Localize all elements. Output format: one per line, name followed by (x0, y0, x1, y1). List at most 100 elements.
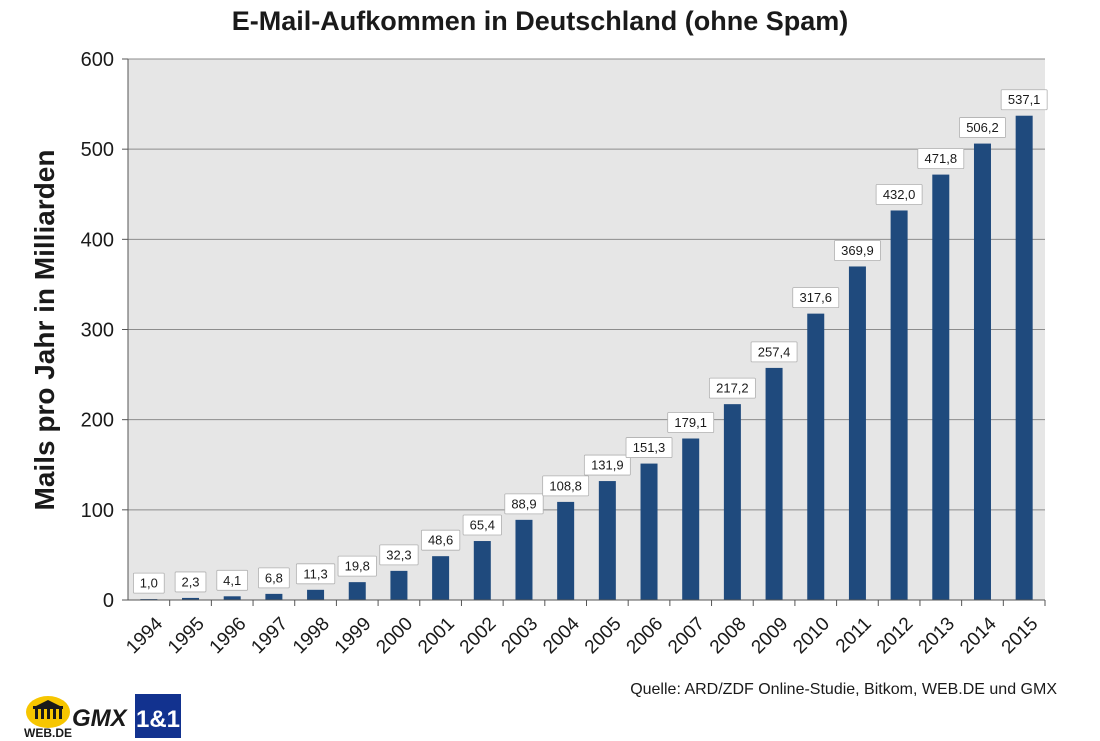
data-label-box (875, 184, 923, 205)
x-tick-label: 1994 (122, 613, 167, 658)
data-label: 131,9 (591, 458, 624, 473)
bar (640, 463, 658, 600)
bar (890, 210, 908, 601)
x-tick-label: 1999 (331, 613, 376, 658)
y-tick-label: 100 (81, 500, 114, 522)
x-tick-label: 2003 (498, 613, 543, 658)
x-tick-label: 2000 (372, 613, 417, 658)
bar (307, 589, 325, 600)
bar (348, 582, 366, 600)
data-label: 4,1 (223, 573, 241, 588)
webde-gate-icon (33, 706, 63, 709)
y-axis-ticks: 0 100 200 300 400 500 600 (81, 49, 128, 612)
data-labels: 1,0 2,3 4,1 6,8 11,3 19,8 32,3 48,6 65,4 88,9 108,… (133, 89, 1048, 594)
bar (432, 556, 450, 600)
x-tick-label: 2006 (623, 613, 668, 658)
x-tick-label: 2013 (914, 613, 959, 658)
data-label: 6,8 (265, 570, 283, 585)
x-tick-label: 2008 (706, 613, 751, 658)
oneandone-logo: 1&1 (135, 694, 181, 738)
data-label-box (1000, 89, 1048, 111)
bar (473, 541, 491, 600)
data-label-box (750, 341, 798, 363)
data-label: 32,3 (386, 547, 411, 562)
webde-logo: WEB.DE (24, 696, 72, 740)
data-label: 317,6 (799, 290, 832, 305)
x-axis-ticks: 1994199519961997199819992000200120022003… (122, 600, 1046, 658)
x-tick-label: 1997 (247, 613, 292, 658)
data-label: 151,3 (633, 440, 666, 455)
data-label: 179,1 (674, 415, 707, 430)
data-label: 65,4 (470, 518, 495, 533)
data-label-box (421, 529, 461, 551)
bar (973, 143, 991, 600)
oneandone-logo-text: 1&1 (136, 706, 180, 733)
data-label: 471,8 (925, 151, 958, 166)
data-label-box (917, 148, 965, 169)
x-tick-label: 2004 (539, 613, 584, 658)
data-label: 11,3 (303, 566, 327, 581)
data-label: 217,2 (716, 381, 749, 396)
data-label-box (625, 437, 673, 458)
data-label-box (959, 117, 1006, 138)
bar (765, 367, 783, 600)
x-tick-label: 1995 (164, 613, 209, 658)
data-label-box (133, 572, 165, 594)
source-note: Quelle: ARD/ZDF Online-Studie, Bitkom, W… (630, 681, 1057, 698)
data-label-box (462, 514, 502, 536)
gmx-logo: GMX (72, 705, 129, 732)
data-label-box (792, 287, 840, 309)
y-tick-label: 300 (81, 320, 114, 342)
x-tick-label: 1996 (206, 613, 251, 658)
data-label: 108,8 (549, 478, 582, 493)
bar (723, 404, 741, 600)
x-tick-label: 2015 (998, 613, 1043, 658)
bar (598, 481, 616, 600)
data-label: 506,2 (966, 120, 999, 135)
y-tick-label: 200 (81, 410, 114, 432)
bars (140, 115, 1033, 601)
data-label: 369,9 (841, 243, 874, 258)
chart-title: E-Mail-Aufkommen in Deutschland (ohne Sp… (232, 6, 849, 36)
bar (223, 596, 241, 600)
x-tick-label: 2005 (581, 613, 626, 658)
x-tick-label: 2011 (832, 613, 876, 657)
x-tick-label: 2007 (664, 613, 709, 658)
bar (515, 519, 533, 600)
x-tick-label: 1998 (289, 613, 334, 658)
data-label-box (216, 569, 249, 591)
bar (807, 313, 825, 600)
data-label: 2,3 (181, 574, 199, 589)
data-label: 19,8 (345, 559, 370, 574)
data-label-box (258, 567, 290, 589)
y-tick-label: 400 (81, 229, 114, 251)
data-label-box (337, 555, 377, 577)
bar (390, 570, 408, 600)
bar (848, 266, 866, 600)
bar (1015, 115, 1033, 600)
data-label-box (834, 240, 881, 261)
data-label: 537,1 (1008, 92, 1041, 107)
webde-logo-text: WEB.DE (24, 726, 72, 740)
bar (265, 593, 283, 600)
bar (682, 438, 700, 600)
bar (932, 174, 950, 600)
data-label: 48,6 (428, 533, 453, 548)
data-label-box (542, 475, 590, 497)
data-label-box (295, 563, 336, 585)
y-tick-label: 500 (81, 139, 114, 161)
data-label-box (708, 377, 756, 399)
x-tick-label: 2009 (748, 613, 793, 658)
bar (557, 501, 575, 600)
data-label-box (504, 493, 544, 515)
x-tick-label: 2014 (956, 613, 1001, 658)
x-tick-label: 2012 (873, 613, 918, 658)
data-label-box (667, 412, 715, 433)
data-label: 88,9 (511, 496, 536, 511)
y-axis-label: Mails pro Jahr in Milliarden (29, 150, 60, 511)
data-label-box (583, 454, 631, 476)
x-tick-label: 2001 (414, 613, 459, 658)
bar (182, 597, 200, 600)
data-label: 257,4 (758, 344, 791, 359)
